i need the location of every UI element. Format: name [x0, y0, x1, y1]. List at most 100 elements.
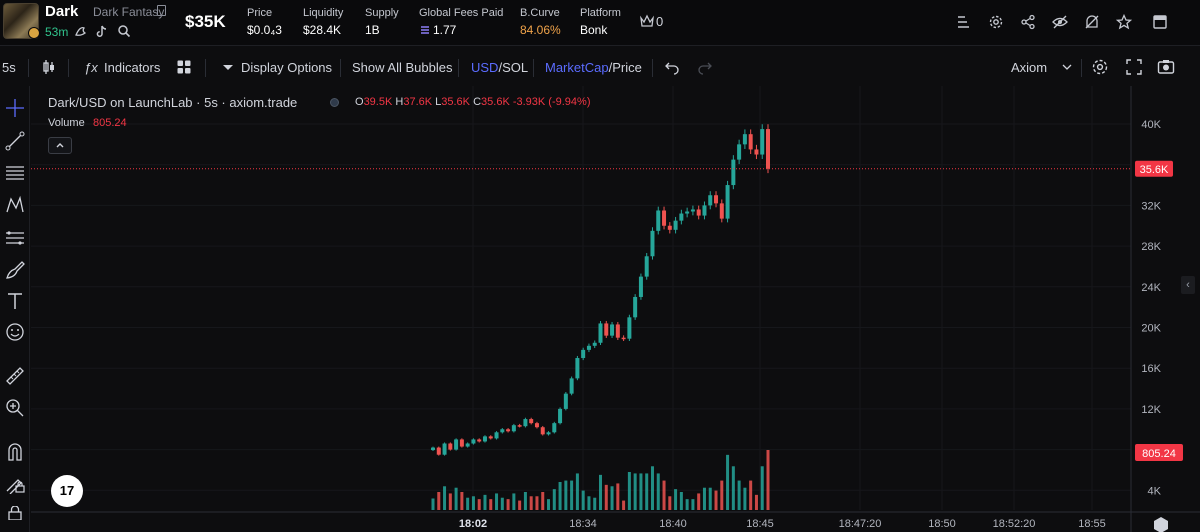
crown-count: 0 [656, 14, 664, 29]
search-icon[interactable] [117, 24, 131, 38]
change-value: -3.93K (-9.94%) [512, 96, 591, 108]
volume-bar [564, 480, 568, 510]
close-label: C [473, 96, 482, 108]
volume-bar [460, 492, 464, 510]
stat-value-platform: Bonk [580, 23, 608, 37]
stat-value-supply: 1B [365, 23, 380, 37]
candle-body [454, 439, 459, 450]
volume-bar [535, 496, 539, 510]
volume-bar [679, 492, 683, 510]
window-icon[interactable] [1152, 14, 1168, 30]
fullscreen-icon[interactable] [1126, 59, 1142, 75]
candle-body [667, 225, 672, 230]
stat-label-platform: Platform [580, 7, 621, 19]
stat-label-supply: Supply [365, 7, 399, 19]
candle-body [633, 296, 638, 318]
star-icon[interactable] [1116, 14, 1132, 30]
y-tick-label: 40K [1141, 119, 1161, 131]
collapse-legend-button[interactable] [48, 137, 72, 154]
pattern-icon[interactable] [4, 194, 26, 216]
volume-bar [674, 489, 678, 510]
emoji-icon[interactable] [4, 321, 26, 343]
magnet-icon[interactable] [4, 441, 26, 463]
x-tick-label: 18:50 [928, 518, 956, 530]
x-tick-label: 18:47:20 [839, 518, 882, 530]
crosshair-icon[interactable] [4, 97, 26, 119]
volume-bar [593, 497, 597, 510]
horizontal-lines-icon[interactable] [4, 162, 26, 184]
volume-bar [483, 494, 487, 510]
indicators-button[interactable]: Indicators [104, 60, 161, 75]
volume-bar [437, 492, 441, 510]
chevron-down-icon[interactable] [1059, 59, 1075, 75]
display-options-button[interactable]: Display Options [241, 60, 333, 75]
crown-icon[interactable] [639, 13, 655, 29]
currency-usd[interactable]: USD [471, 60, 499, 75]
candle-body [517, 425, 522, 427]
currency-toggle[interactable]: USD/SOL [471, 60, 528, 75]
layout-grid-icon[interactable] [176, 59, 192, 75]
stat-value-fees: 1.77 [433, 23, 457, 37]
candle-body [488, 436, 493, 439]
currency-sol[interactable]: SOL [502, 60, 529, 75]
chart-settings-icon[interactable] [1091, 58, 1109, 76]
volume-bar [691, 499, 695, 510]
social-icon[interactable] [73, 24, 87, 38]
token-age: 53m [45, 25, 69, 39]
volume-bar [471, 496, 475, 510]
candle-body [534, 423, 539, 428]
camera-icon[interactable] [1157, 58, 1175, 76]
metric-price[interactable]: Price [612, 60, 642, 75]
fx-icon[interactable]: ƒx [84, 60, 98, 75]
brush-icon[interactable] [4, 259, 26, 281]
redo-icon[interactable] [697, 59, 713, 75]
share-icon[interactable] [1020, 14, 1036, 30]
source-selector[interactable]: Axiom [1011, 60, 1048, 75]
metric-marketcap[interactable]: MarketCap [545, 60, 609, 75]
lock-icon[interactable] [4, 506, 26, 520]
y-tick-label: 16K [1141, 363, 1161, 375]
stat-value-liquidity: $28.4K [303, 23, 342, 37]
text-tool-icon[interactable] [4, 290, 26, 312]
stat-label-liquidity: Liquidity [303, 7, 344, 19]
candle-type-icon[interactable] [41, 59, 57, 75]
candle-body [506, 429, 511, 432]
volume-label: Volume [48, 117, 85, 129]
candle-body [500, 429, 505, 433]
undo-icon[interactable] [664, 59, 680, 75]
hide-icon[interactable] [1052, 14, 1068, 30]
trend-line-icon[interactable] [4, 130, 26, 152]
mute-icon[interactable] [1084, 14, 1100, 30]
tradingview-logo[interactable]: 17 [51, 475, 83, 507]
volume-bar [708, 487, 712, 510]
sort-icon[interactable] [956, 14, 972, 30]
lock-drawing-icon[interactable] [4, 472, 26, 494]
candle-body [575, 358, 580, 379]
settings-icon[interactable] [988, 14, 1004, 30]
candle-body [685, 211, 690, 214]
show-all-bubbles-button[interactable]: Show All Bubbles [352, 60, 453, 75]
candle-body [431, 447, 435, 451]
top-bar: Dark Dark Fantasy 53m $35K Price $0.0₄3 … [0, 0, 1200, 46]
metric-toggle[interactable]: MarketCap/Price [545, 60, 642, 75]
volume-bar [754, 494, 758, 510]
ruler-icon[interactable] [4, 365, 26, 387]
tiktok-icon[interactable] [95, 24, 109, 38]
candle-body [540, 427, 545, 435]
candle-body [558, 408, 563, 424]
volume-bar [726, 454, 730, 510]
candle-body [482, 436, 487, 442]
zoom-in-icon[interactable] [4, 397, 26, 419]
volume-bar [547, 499, 551, 510]
caret-down-icon[interactable] [220, 59, 236, 75]
interval-selector[interactable]: 5s [2, 60, 16, 75]
y-tick-label: 12K [1141, 404, 1161, 416]
fib-icon[interactable] [4, 227, 26, 249]
copy-icon[interactable] [157, 5, 166, 16]
divider [458, 59, 459, 77]
volume-bar [581, 490, 585, 510]
x-tick-label: 18:40 [659, 518, 687, 530]
x-tick-label: 18:45 [746, 518, 774, 530]
price-axis-toggle-button[interactable]: ‹ [1181, 276, 1195, 294]
